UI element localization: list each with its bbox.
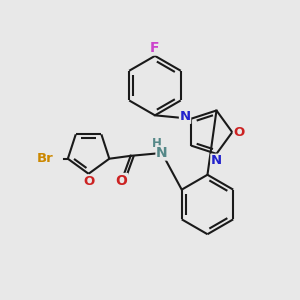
Text: N: N: [179, 110, 191, 123]
Text: F: F: [150, 41, 160, 55]
Text: N: N: [211, 154, 222, 167]
Text: Br: Br: [37, 152, 54, 165]
Text: O: O: [83, 175, 94, 188]
Text: H: H: [152, 136, 162, 150]
Text: O: O: [116, 173, 128, 188]
Text: O: O: [233, 126, 245, 139]
Text: N: N: [156, 146, 168, 160]
